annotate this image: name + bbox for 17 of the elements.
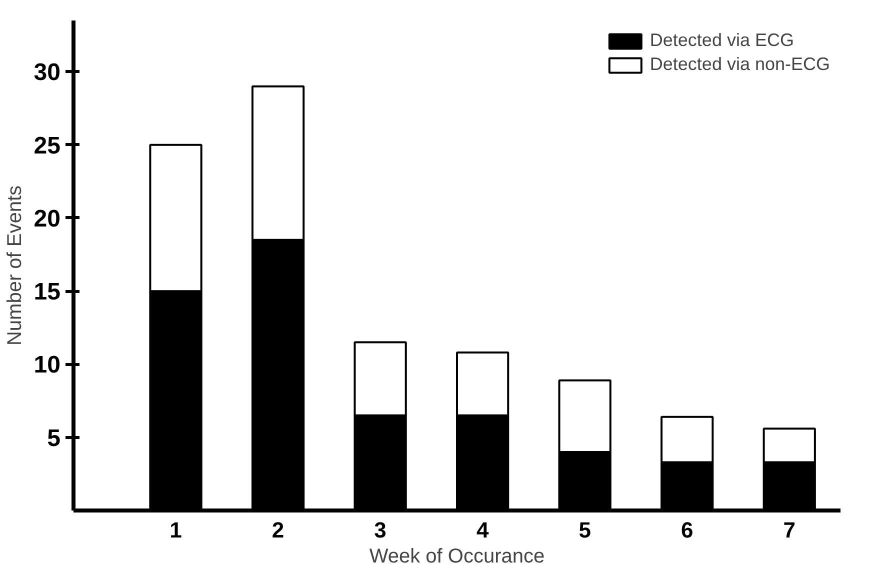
y-tick-label: 15 [34,278,61,306]
x-tick-label: 3 [374,518,386,542]
y-tick-label: 5 [47,424,61,452]
x-tick-label: 1 [170,518,182,542]
x-tick-label: 7 [783,518,796,542]
x-tick-label: 6 [680,518,694,542]
x-tick-label: 2 [272,518,284,542]
x-tick-label: 5 [578,518,591,542]
legend-label: Detected via ECG [650,30,794,51]
legend-label: Detected via non-ECG [650,54,830,75]
x-axis-title: Week of Occurance [369,546,545,568]
y-axis-title: Number of Events [4,185,26,346]
y-tick-label: 10 [34,352,61,379]
y-tick-label: 20 [34,205,61,232]
y-tick-label: 30 [34,59,61,86]
y-tick-label: 25 [34,132,61,160]
x-tick-label: 4 [476,518,490,542]
